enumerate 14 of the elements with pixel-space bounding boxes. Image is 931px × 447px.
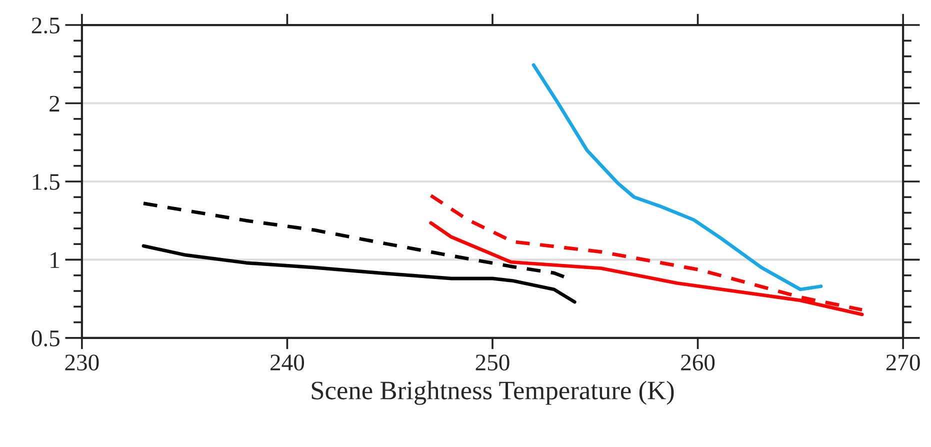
y-tick-label: 1 [50, 252, 59, 268]
x-tick-label: 250 [476, 354, 510, 371]
y-tick-label: 1.5 [32, 174, 60, 190]
line-series [532, 63, 823, 292]
x-tick-label: 230 [65, 354, 99, 371]
x-tick-label: 270 [886, 354, 920, 371]
y-tick-label: 0.5 [32, 330, 60, 346]
x-tick-label: 260 [681, 354, 715, 371]
x-tick-label: 240 [270, 354, 304, 371]
line-series [142, 244, 576, 304]
y-tick-label: 2.5 [32, 18, 60, 34]
y-tick-label: 2 [50, 96, 60, 112]
line-series [429, 194, 864, 312]
x-axis-title: Scene Brightness Temperature (K) [312, 380, 674, 405]
